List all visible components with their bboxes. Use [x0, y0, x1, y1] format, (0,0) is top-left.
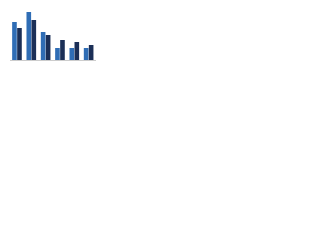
bar — [74, 42, 80, 60]
bar — [45, 35, 51, 60]
bar — [26, 12, 32, 60]
chart — [0, 0, 100, 71]
bar — [60, 40, 65, 60]
bar — [31, 20, 37, 60]
bar — [12, 22, 17, 60]
bar — [69, 48, 75, 60]
bar — [55, 48, 60, 60]
bar — [88, 45, 94, 60]
bar — [40, 32, 46, 60]
bar — [17, 28, 22, 60]
bar — [83, 48, 89, 60]
